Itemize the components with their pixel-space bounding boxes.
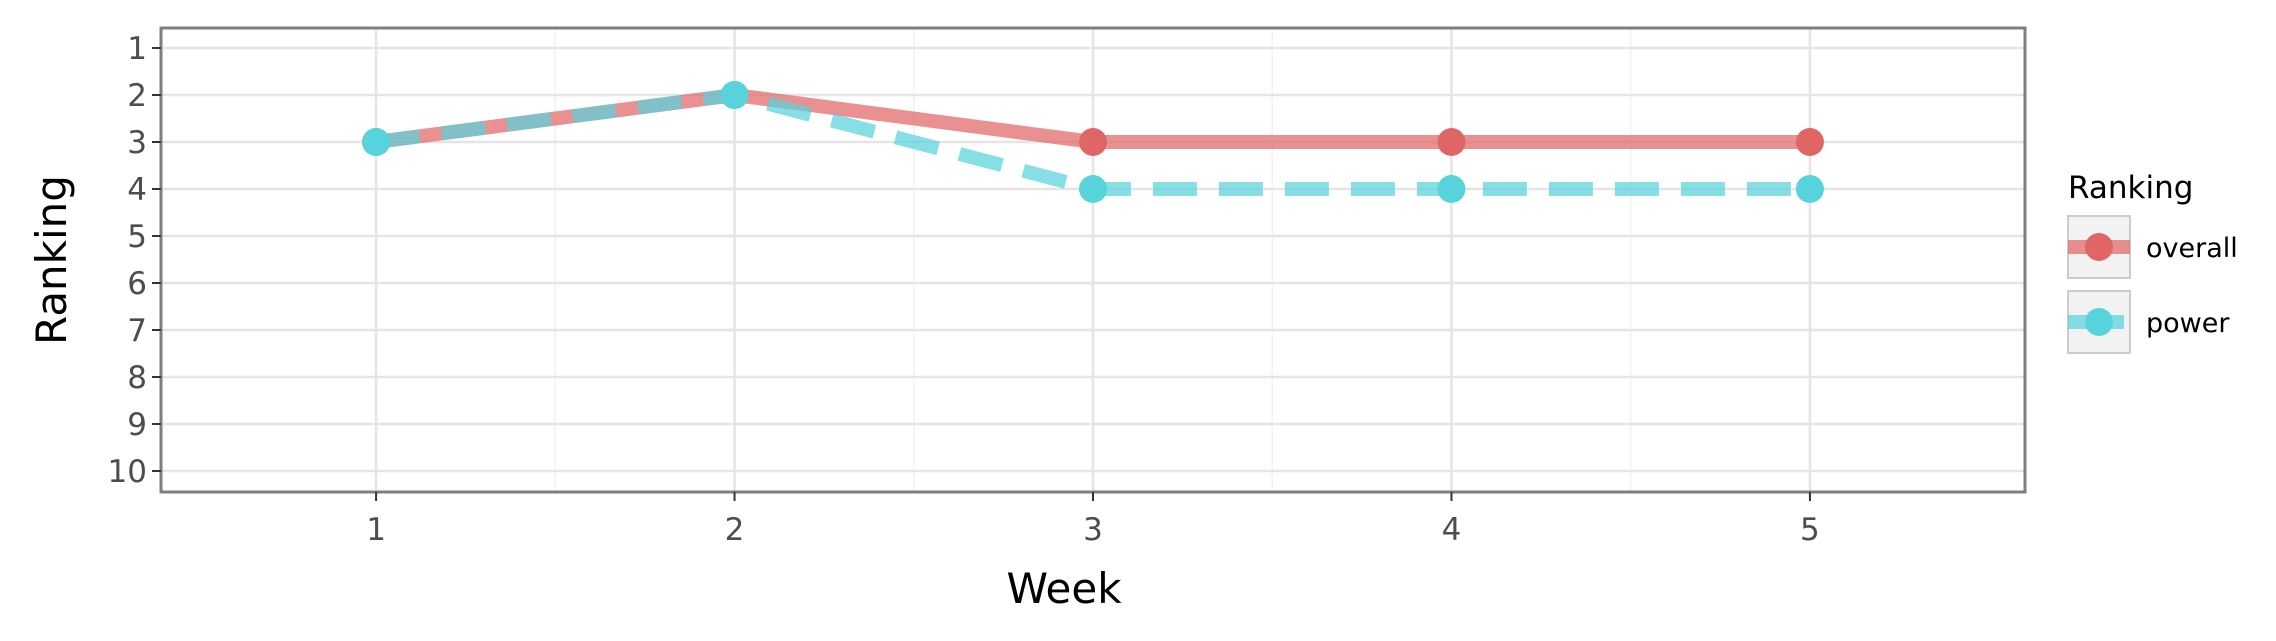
y-tick-label: 5 [127,219,147,255]
legend-label-power: power [2146,308,2230,339]
legend-label-overall: overall [2146,233,2238,264]
data-point-overall [1079,128,1107,156]
y-tick-label: 9 [127,407,147,443]
data-point-power [1795,175,1824,203]
y-tick-label: 3 [127,125,147,161]
series-points [362,81,1824,203]
data-point-power [1437,175,1466,203]
x-tick-labels: 1 2 3 4 5 [366,512,1820,548]
y-axis-title: Ranking [27,175,76,345]
x-tick-label: 4 [1442,512,1462,548]
x-tick-label: 2 [725,512,745,548]
legend-title: Ranking [2068,170,2193,206]
y-tick-label: 7 [127,313,147,349]
y-tick-label: 4 [127,172,147,208]
axis-ticks [152,47,1811,501]
y-tick-label: 8 [127,360,147,396]
y-tick-label: 1 [127,31,147,67]
x-tick-label: 1 [366,512,386,548]
data-point-overall [1437,128,1466,156]
data-point-power [362,128,391,156]
x-tick-label: 3 [1083,512,1103,548]
y-tick-label: 6 [127,266,147,302]
legend: Ranking overall power [2067,170,2238,354]
data-point-power [720,81,749,109]
grid-lines [161,28,2025,492]
data-point-power [1079,175,1107,203]
legend-key-point [2085,308,2113,336]
x-axis-title: Week [1006,564,1122,613]
data-point-overall [1795,128,1824,156]
x-tick-label: 5 [1800,512,1820,548]
legend-key-point [2085,233,2113,261]
y-tick-labels: 1 2 3 4 5 6 7 8 9 10 [108,31,147,490]
y-tick-label: 10 [108,454,147,490]
y-tick-label: 2 [127,78,147,114]
